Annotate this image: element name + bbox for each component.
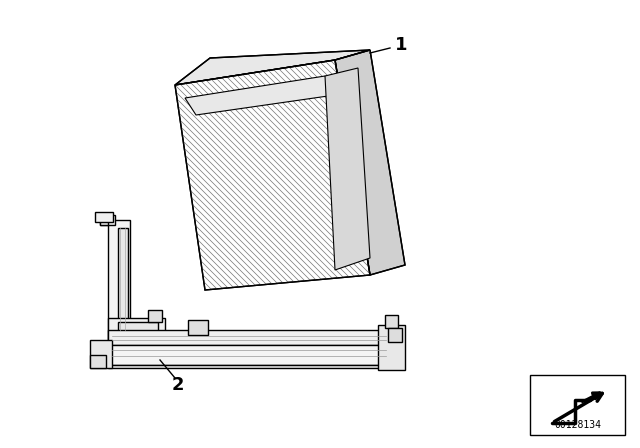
Polygon shape bbox=[90, 340, 112, 368]
Polygon shape bbox=[108, 220, 130, 340]
Text: 2: 2 bbox=[172, 376, 184, 394]
Polygon shape bbox=[118, 322, 158, 336]
Polygon shape bbox=[325, 68, 370, 270]
Polygon shape bbox=[118, 228, 128, 332]
Polygon shape bbox=[95, 212, 113, 222]
Polygon shape bbox=[385, 315, 398, 328]
Polygon shape bbox=[100, 215, 115, 225]
Polygon shape bbox=[108, 330, 390, 345]
Polygon shape bbox=[108, 318, 165, 340]
Polygon shape bbox=[108, 365, 390, 368]
Polygon shape bbox=[175, 60, 370, 290]
Polygon shape bbox=[388, 328, 402, 342]
Polygon shape bbox=[378, 325, 405, 370]
Polygon shape bbox=[148, 310, 162, 322]
Polygon shape bbox=[90, 355, 106, 368]
Bar bbox=[530, 375, 625, 435]
Text: 1: 1 bbox=[395, 36, 408, 54]
Polygon shape bbox=[175, 50, 370, 85]
Polygon shape bbox=[108, 345, 390, 365]
Polygon shape bbox=[335, 50, 405, 275]
Polygon shape bbox=[185, 76, 335, 115]
Text: 00128134: 00128134 bbox=[554, 420, 601, 430]
Polygon shape bbox=[188, 320, 208, 335]
Polygon shape bbox=[100, 215, 108, 225]
